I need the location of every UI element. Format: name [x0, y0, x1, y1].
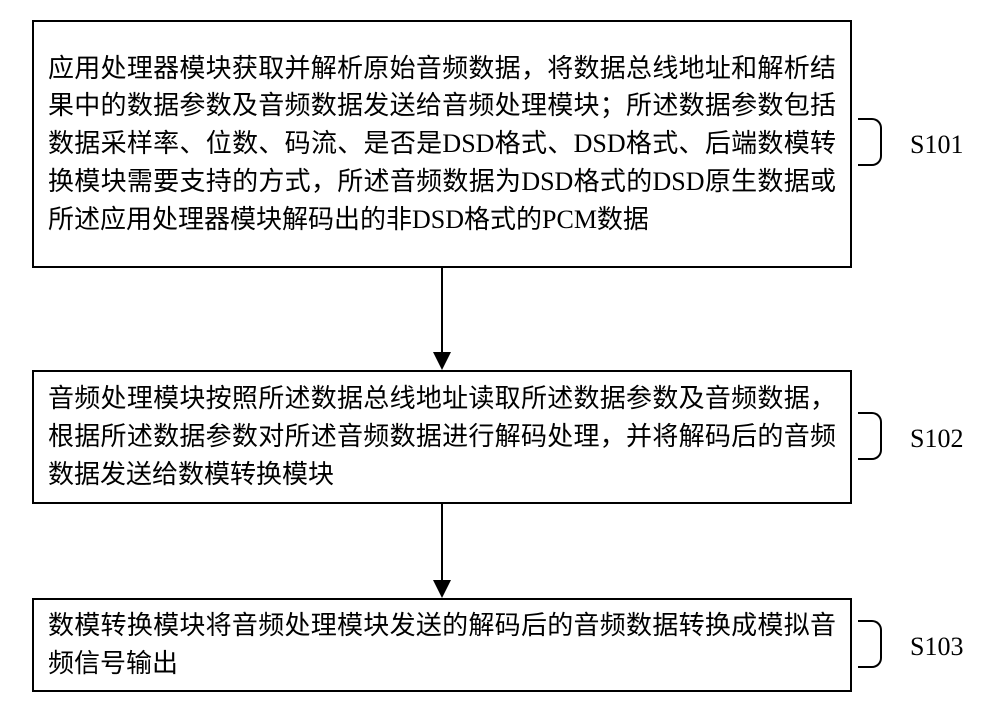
step-box-s103: 数模转换模块将音频处理模块发送的解码后的音频数据转换成模拟音频信号输出 — [32, 598, 852, 692]
step-text-s102: 音频处理模块按照所述数据总线地址读取所述数据参数及音频数据，根据所述数据参数对所… — [48, 380, 836, 493]
arrow-line-1 — [441, 268, 443, 352]
arrow-head-2 — [433, 580, 451, 598]
step-label-s101: S101 — [910, 130, 963, 160]
step-label-s102: S102 — [910, 424, 963, 454]
step-box-s101: 应用处理器模块获取并解析原始音频数据，将数据总线地址和解析结果中的数据参数及音频… — [32, 20, 852, 268]
step-text-s101: 应用处理器模块获取并解析原始音频数据，将数据总线地址和解析结果中的数据参数及音频… — [48, 50, 836, 238]
arrow-line-2 — [441, 504, 443, 580]
step-box-s102: 音频处理模块按照所述数据总线地址读取所述数据参数及音频数据，根据所述数据参数对所… — [32, 370, 852, 504]
step-label-s103: S103 — [910, 632, 963, 662]
bracket-s101 — [858, 118, 882, 166]
step-text-s103: 数模转换模块将音频处理模块发送的解码后的音频数据转换成模拟音频信号输出 — [48, 607, 836, 682]
bracket-s103 — [858, 620, 882, 668]
bracket-s102 — [858, 412, 882, 460]
flowchart-canvas: 应用处理器模块获取并解析原始音频数据，将数据总线地址和解析结果中的数据参数及音频… — [0, 0, 1000, 702]
arrow-head-1 — [433, 352, 451, 370]
